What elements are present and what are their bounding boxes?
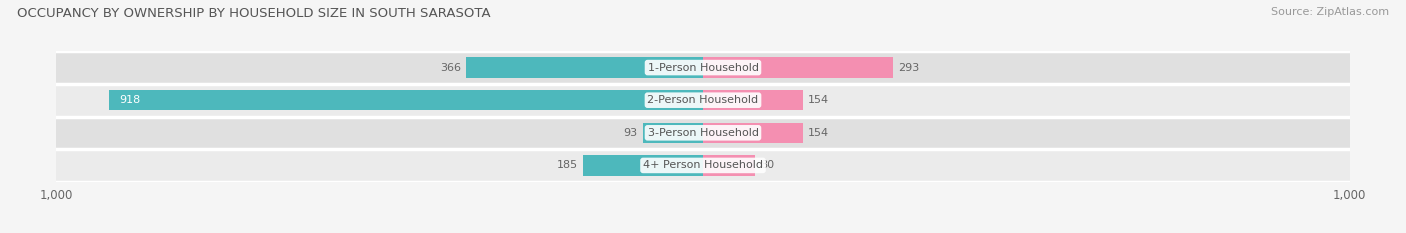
Bar [467,58,703,78]
Text: 1-Person Household: 1-Person Household [648,63,758,72]
Text: 154: 154 [808,128,830,138]
Text: 93: 93 [623,128,638,138]
Text: 185: 185 [557,161,578,170]
Text: 293: 293 [897,63,920,72]
Bar [583,155,703,175]
Text: Source: ZipAtlas.com: Source: ZipAtlas.com [1271,7,1389,17]
Text: 918: 918 [120,95,141,105]
Text: OCCUPANCY BY OWNERSHIP BY HOUSEHOLD SIZE IN SOUTH SARASOTA: OCCUPANCY BY OWNERSHIP BY HOUSEHOLD SIZE… [17,7,491,20]
Text: 2-Person Household: 2-Person Household [647,95,759,105]
Text: 3-Person Household: 3-Person Household [648,128,758,138]
Bar [703,155,755,175]
Bar [643,123,703,143]
Bar [56,51,1350,84]
Bar [56,84,1350,116]
Bar [703,58,893,78]
Text: 4+ Person Household: 4+ Person Household [643,161,763,170]
Bar [110,90,703,110]
Text: 366: 366 [440,63,461,72]
Bar [56,116,1350,149]
Bar [56,149,1350,182]
Bar [703,123,803,143]
Text: 80: 80 [759,161,775,170]
Text: 154: 154 [808,95,830,105]
Bar [703,90,803,110]
